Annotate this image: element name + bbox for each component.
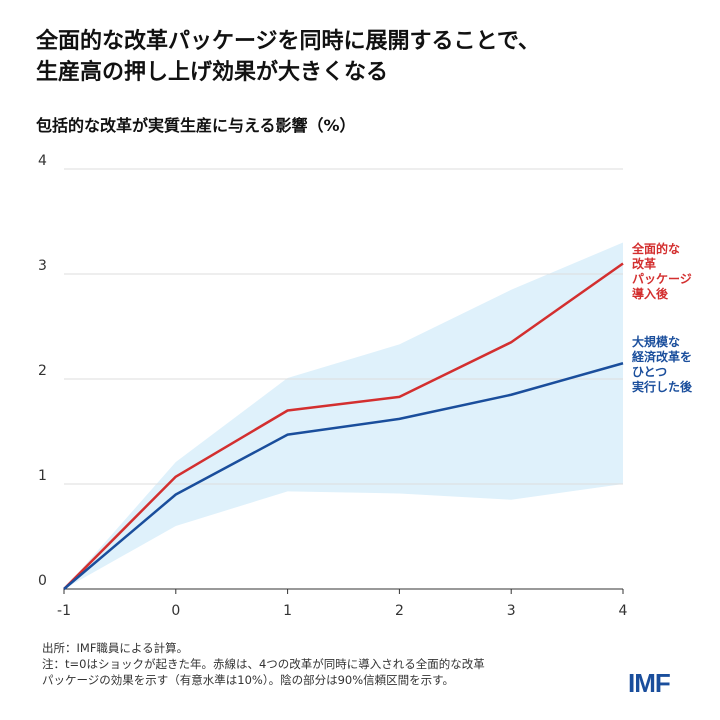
imf-logo: IMF [628,668,671,698]
series-label-line: ひとつ [632,365,668,379]
y-tick-label: 1 [38,468,47,484]
x-tick-label: -1 [57,603,71,619]
series-label-line: パッケージ [632,272,692,286]
x-tick-label: 0 [171,603,180,619]
series-label-line: 導入後 [632,287,669,301]
note-line-2: パッケージの効果を示す（有意水準は10%）。陰の部分は90%信頼区間を示す。 [42,673,454,687]
note-line-1: 注：t=0はショックが起きた年。赤線は、4つの改革が同時に導入される全面的な改革 [42,657,485,671]
series-line [63,262,624,590]
x-tick-label: 4 [619,603,628,619]
series-label-line: 大規模な [632,335,681,349]
title-line-1: 全面的な改革パッケージを同時に展開することで、 [36,29,541,54]
x-tick-label: 3 [507,603,516,619]
source-note: 出所：IMF職員による計算。 [42,641,189,655]
x-tick-label: 1 [283,603,292,619]
series-label-blue: 大規模な 経済改革を ひとつ 実行した後 [632,335,692,395]
chart-notes: 出所：IMF職員による計算。 注：t=0はショックが起きた年。赤線は、4つの改革… [42,640,485,688]
series-label-line: 実行した後 [632,380,693,394]
y-tick-label: 3 [38,258,47,274]
chart-title: 全面的な改革パッケージを同時に展開することで、 生産高の押し上げ効果が大きくなる [36,26,696,88]
chart-subtitle: 包括的な改革が実質生産に与える影響（%） [36,116,356,135]
y-tick-label: 2 [38,363,47,379]
series-label-line: 改革 [632,257,657,271]
y-tick-label: 0 [38,573,47,589]
y-tick-label: 4 [38,153,47,169]
confidence-band [64,242,623,589]
series-label-line: 全面的な [632,242,681,256]
series-label-red: 全面的な 改革 パッケージ 導入後 [632,242,692,302]
title-line-2: 生産高の押し上げ効果が大きくなる [36,60,389,85]
series-label-line: 経済改革を [632,350,693,364]
x-tick-label: 2 [395,603,404,619]
series-line [63,362,624,590]
